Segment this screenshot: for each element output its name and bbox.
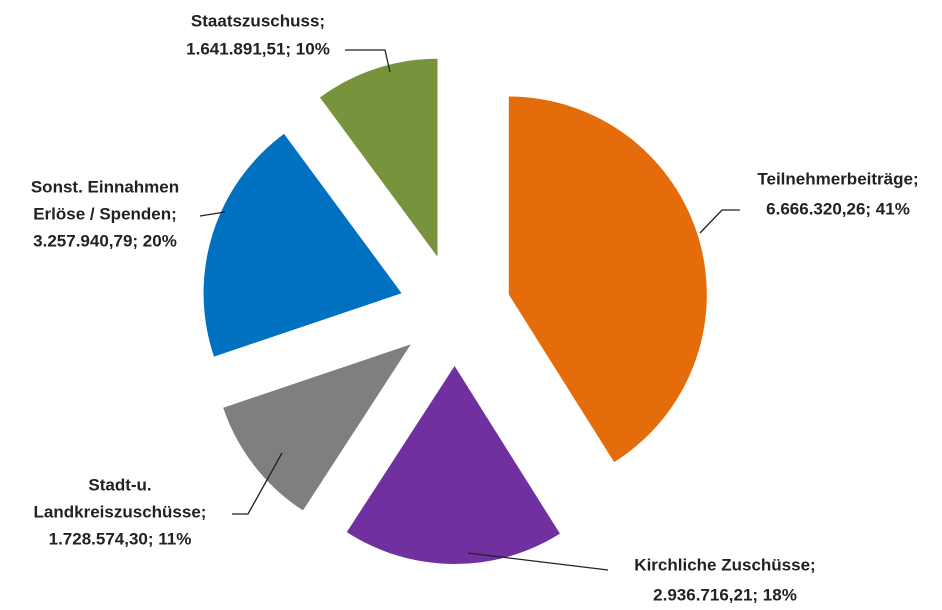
leader-line [199, 211, 226, 217]
leader-line [232, 452, 283, 515]
slice-label: Landkreiszuschüsse; [34, 502, 207, 521]
pie-slice [508, 96, 707, 463]
slice-label: 1.728.574,30; 11% [49, 529, 192, 548]
pie-slice [346, 365, 560, 564]
slice-label: Erlöse / Spenden; [33, 204, 177, 223]
leader-line [699, 209, 740, 234]
pie-slice [223, 344, 411, 511]
slice-label: Staatszuschuss; [191, 11, 325, 30]
slice-label: Stadt-u. [88, 475, 151, 494]
slice-label: 1.641.891,51; 10% [186, 39, 330, 58]
slice-label: 2.936.716,21; 18% [653, 585, 797, 604]
pie-slice [319, 58, 438, 257]
slice-label: 6.666.320,26; 41% [766, 199, 910, 218]
slice-label: Teilnehmerbeiträge; [757, 169, 918, 188]
slice-label: 3.257.940,79; 20% [33, 231, 177, 250]
leader-line [467, 552, 609, 571]
slice-label: Sonst. Einnahmen [31, 177, 179, 196]
slice-label: Kirchliche Zuschüsse; [634, 555, 815, 574]
pie-slice [203, 133, 402, 357]
leader-line [345, 49, 391, 73]
